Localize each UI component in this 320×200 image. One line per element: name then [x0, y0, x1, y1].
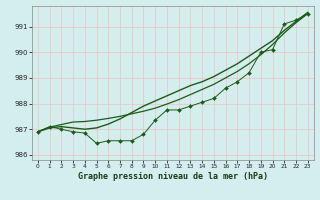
X-axis label: Graphe pression niveau de la mer (hPa): Graphe pression niveau de la mer (hPa)	[78, 172, 268, 181]
